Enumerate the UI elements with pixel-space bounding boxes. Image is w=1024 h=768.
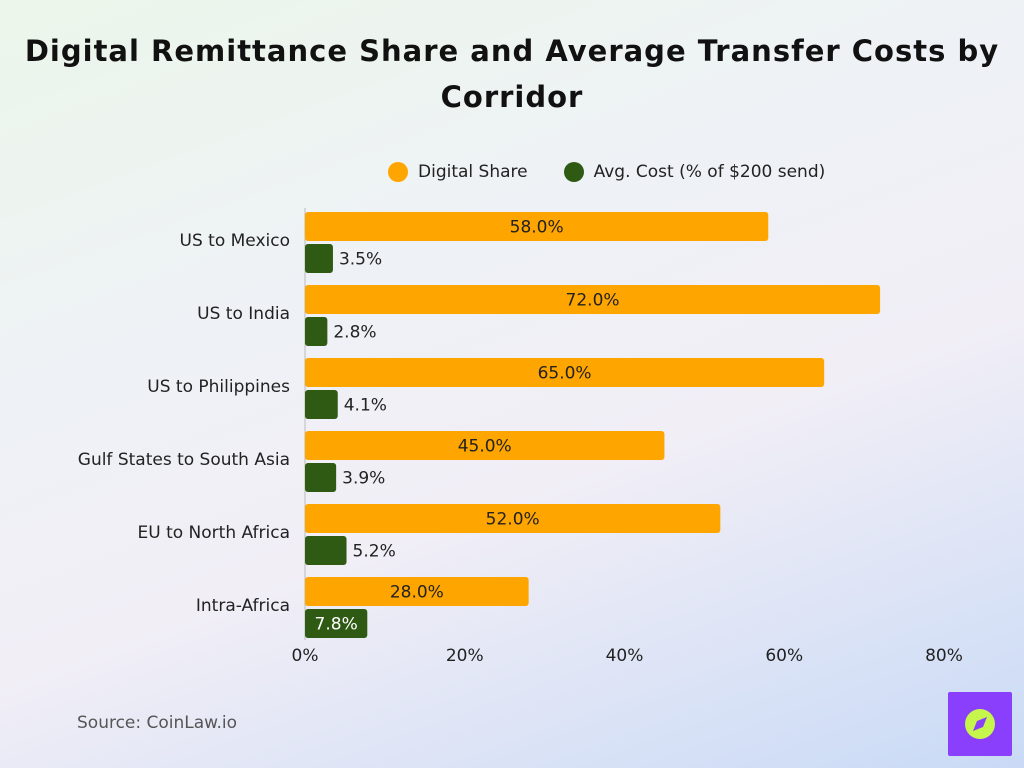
bar-digital-share (305, 212, 769, 241)
data-label-avg-cost: 2.8% (333, 323, 376, 343)
bar-avg-cost (305, 244, 333, 273)
data-label-avg-cost: 3.5% (339, 250, 382, 270)
x-tick-label: 80% (925, 646, 963, 666)
source-note: Source: CoinLaw.io (77, 713, 238, 733)
x-tick-label: 20% (446, 646, 484, 666)
data-label-avg-cost: 7.8% (315, 615, 358, 635)
bar-digital-share (305, 358, 825, 387)
category-label: Intra-Africa (196, 596, 290, 616)
data-label-digital-share: 58.0% (510, 218, 564, 238)
bar-avg-cost (305, 536, 347, 565)
x-tick-label: 60% (765, 646, 803, 666)
category-label: EU to North Africa (138, 523, 291, 543)
bar-avg-cost (305, 390, 338, 419)
chart-title: Digital Remittance Share and Average Tra… (24, 34, 1000, 114)
bar-digital-share (305, 431, 665, 460)
data-label-digital-share: 72.0% (566, 291, 620, 311)
x-tick-label: 0% (292, 646, 319, 666)
category-label: US to India (197, 304, 290, 324)
bar-avg-cost (305, 317, 328, 346)
legend-label-digital-share: Digital Share (418, 162, 528, 182)
data-label-avg-cost: 3.9% (342, 469, 385, 489)
bar-digital-share (305, 285, 881, 314)
data-label-digital-share: 65.0% (538, 364, 592, 384)
legend-label-avg-cost: Avg. Cost (% of $200 send) (593, 162, 826, 182)
legend-item-digital-share: Digital Share (388, 162, 528, 182)
bar-avg-cost (305, 463, 337, 492)
legend: Digital Share Avg. Cost (% of $200 send) (388, 162, 861, 182)
x-tick-label: 40% (606, 646, 644, 666)
data-label-digital-share: 45.0% (458, 437, 512, 457)
bar-digital-share (305, 504, 721, 533)
data-label-avg-cost: 4.1% (344, 396, 387, 416)
category-label: Gulf States to South Asia (78, 450, 290, 470)
data-label-digital-share: 52.0% (486, 510, 540, 530)
compass-logo (948, 692, 1012, 756)
bar-digital-share (305, 577, 529, 606)
data-label-avg-cost: 5.2% (353, 542, 396, 562)
compass-icon (965, 709, 995, 739)
legend-item-avg-cost: Avg. Cost (% of $200 send) (563, 162, 826, 182)
legend-swatch-digital-share (388, 162, 408, 182)
bar-avg-cost (305, 609, 368, 638)
legend-swatch-avg-cost (563, 162, 584, 182)
data-label-digital-share: 28.0% (390, 583, 444, 603)
category-label: US to Mexico (180, 231, 290, 251)
category-label: US to Philippines (147, 377, 290, 397)
